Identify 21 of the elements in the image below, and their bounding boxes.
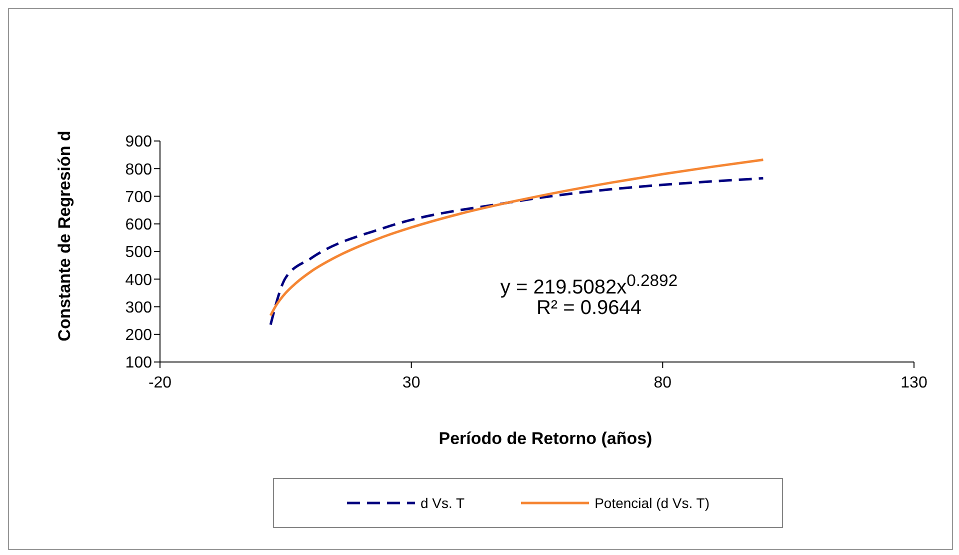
legend-label: d Vs. T	[420, 495, 465, 511]
y-tick-label: 500	[125, 244, 152, 262]
x-tick-label: -20	[148, 374, 172, 392]
line-series	[269, 158, 764, 317]
line-series	[269, 177, 764, 326]
y-tick-label: 900	[125, 134, 152, 151]
y-tick-label: 700	[125, 188, 152, 206]
x-tick-label: 80	[654, 374, 672, 392]
annotation: R² = 0.9644	[536, 297, 642, 320]
y-tick-label: 600	[125, 216, 152, 234]
x-tick-label: 30	[402, 374, 420, 392]
y-tick-label: 800	[125, 161, 152, 178]
legend-label: Potencial (d Vs. T)	[594, 495, 710, 511]
annotation: y = 219.5082x$^{0.2892}$	[500, 271, 678, 300]
x-tick-label: 130	[900, 374, 928, 392]
y-tick-label: 100	[125, 354, 152, 372]
x-axis-title: Período de Retorno (años)	[438, 429, 654, 449]
y-tick-label: 400	[125, 272, 152, 289]
y-axis-title: Constante de Regresión d	[55, 130, 75, 342]
y-tick-label: 200	[125, 327, 152, 344]
y-tick-label: 300	[125, 299, 152, 316]
